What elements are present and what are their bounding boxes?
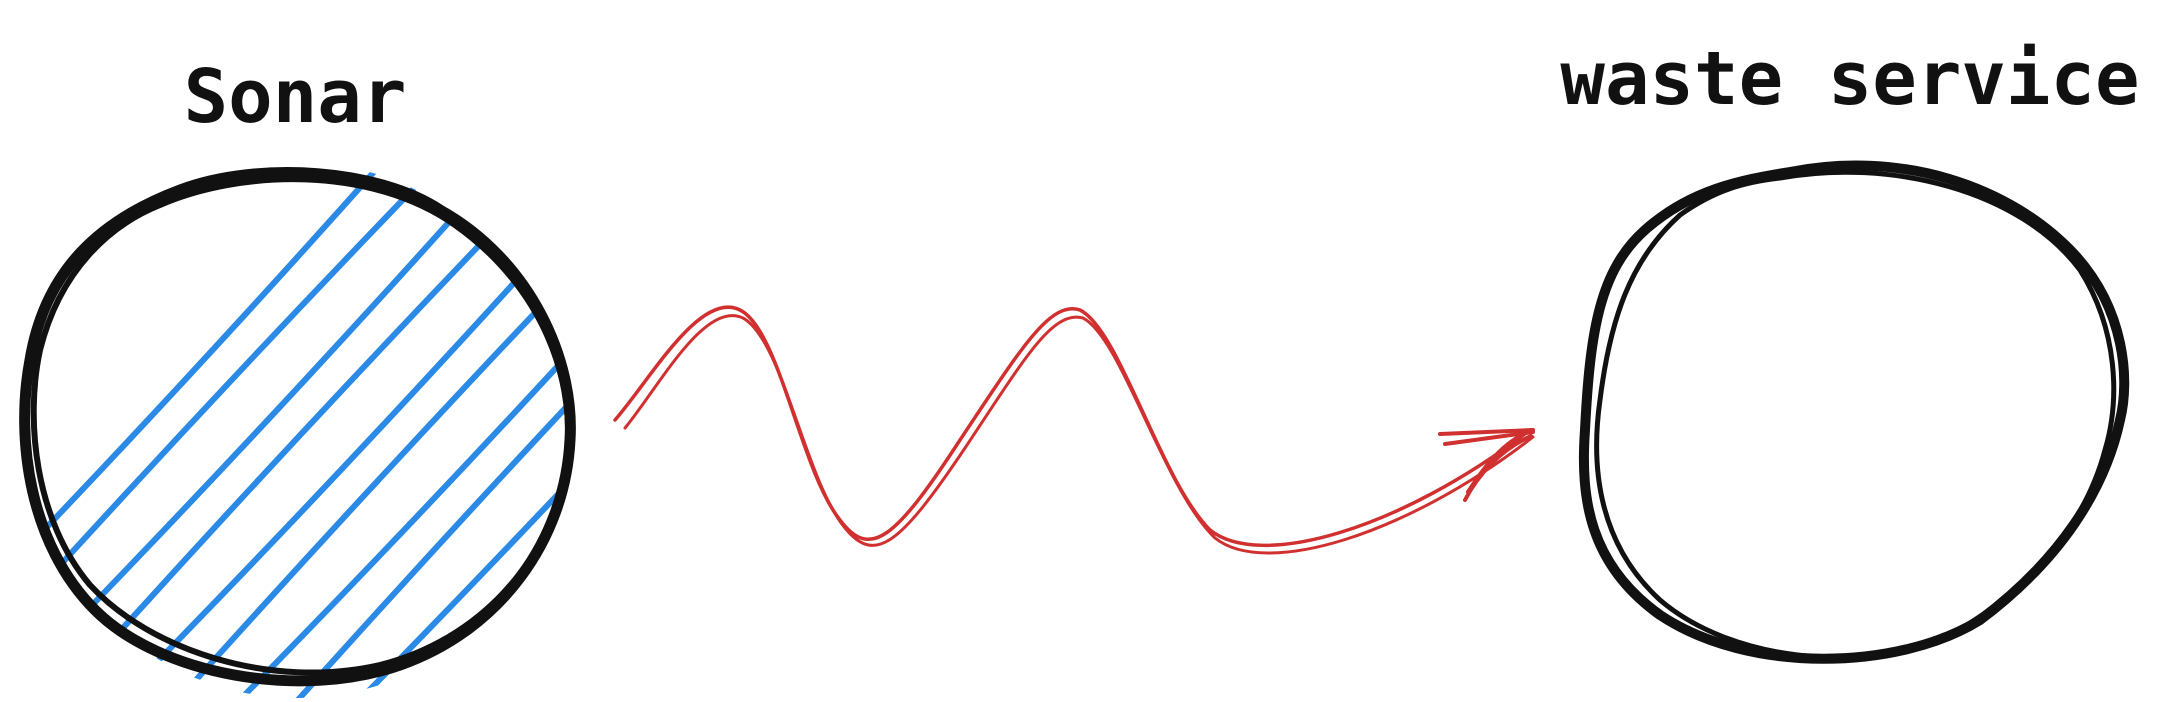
edge-wave-line-echo [623, 314, 1535, 555]
node-sonar-circle [19, 167, 576, 687]
hatch-line [457, 162, 565, 698]
edge-sonar-to-waste-service[interactable] [613, 305, 1535, 555]
hatch-line [157, 162, 565, 698]
hatch-line [337, 162, 565, 698]
hatch-line [580, 120, 1140, 702]
sonar-hatch-fill [29, 120, 1200, 702]
hatch-line [217, 162, 565, 698]
hatch-line [29, 162, 543, 698]
hatch-line [29, 162, 483, 698]
node-sonar[interactable]: Sonar [0, 54, 1200, 702]
hatch-line [640, 120, 1200, 702]
arrowhead-icon [1438, 428, 1535, 502]
edge-wave-line [613, 305, 1532, 548]
node-waste-service[interactable]: waste service [1560, 36, 2140, 664]
hatch-line [29, 162, 423, 698]
node-waste-service-label: waste service [1560, 36, 2139, 122]
hatch-line [517, 162, 565, 698]
hatch-line [277, 162, 565, 698]
node-sonar-label: Sonar [184, 54, 407, 140]
node-waste-service-circle [1578, 160, 2130, 664]
hatch-line [97, 162, 565, 698]
